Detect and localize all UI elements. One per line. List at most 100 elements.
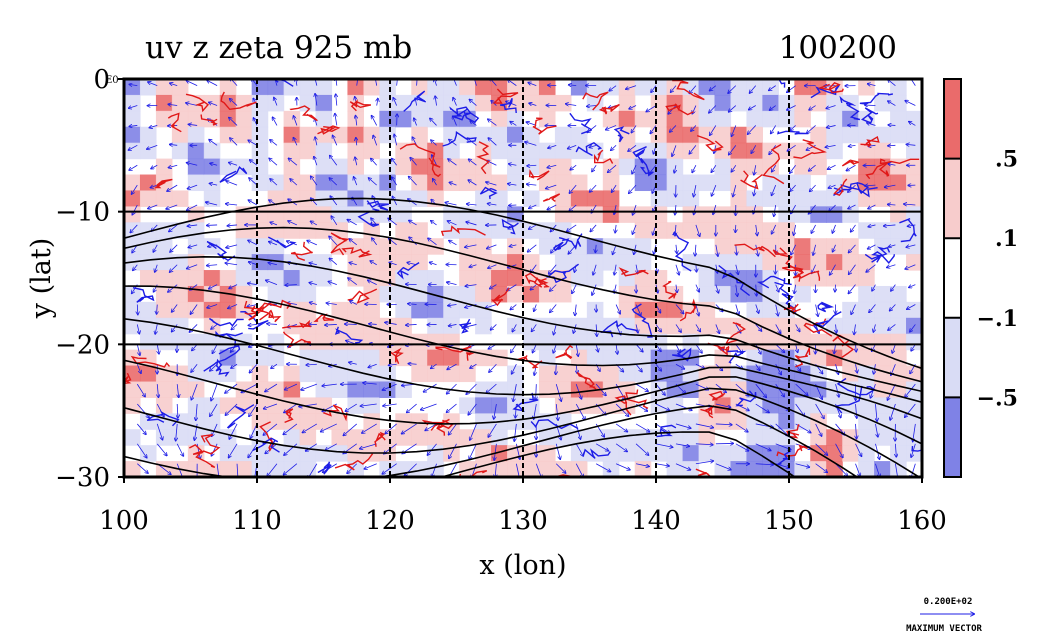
vorticity-cell bbox=[267, 461, 285, 477]
vorticity-cell bbox=[124, 477, 141, 494]
wind-vector bbox=[448, 423, 457, 435]
vorticity-cell bbox=[347, 79, 364, 96]
wind-vector bbox=[815, 463, 828, 473]
wind-vector bbox=[748, 125, 757, 134]
vorticity-cell bbox=[475, 445, 492, 462]
wind-vector bbox=[406, 324, 417, 325]
vorticity-cell bbox=[331, 206, 349, 223]
vorticity-cell bbox=[666, 190, 684, 207]
wind-vector bbox=[267, 324, 277, 325]
wind-vector bbox=[513, 384, 517, 401]
wind-vector bbox=[593, 264, 597, 275]
wind-vector bbox=[834, 344, 835, 353]
vorticity-cell bbox=[411, 333, 428, 351]
vorticity-cell bbox=[251, 349, 269, 367]
vorticity-cell bbox=[890, 461, 907, 477]
wind-vector bbox=[468, 403, 477, 415]
vorticity-cell bbox=[171, 94, 189, 112]
vorticity-cell bbox=[826, 429, 843, 446]
vorticity-cell bbox=[618, 238, 636, 255]
vorticity-contour bbox=[576, 371, 597, 390]
wind-vector bbox=[448, 159, 457, 166]
vorticity-cell bbox=[826, 477, 843, 494]
wind-vector bbox=[474, 79, 477, 86]
wind-vector bbox=[626, 85, 637, 89]
vorticity-cell bbox=[778, 110, 795, 128]
wind-vector bbox=[733, 185, 737, 196]
wind-vector bbox=[655, 423, 670, 434]
wind-vector bbox=[904, 204, 916, 205]
wind-vector bbox=[285, 383, 298, 390]
vorticity-cell bbox=[219, 126, 237, 144]
wind-vector bbox=[832, 224, 836, 233]
colorbar-segment bbox=[944, 397, 961, 477]
wind-vector bbox=[713, 204, 717, 214]
vorticity-cell bbox=[538, 461, 556, 477]
wind-vector bbox=[551, 244, 557, 253]
wind-vector bbox=[695, 423, 713, 428]
wind-vector bbox=[855, 443, 862, 456]
vorticity-cell bbox=[427, 333, 444, 351]
vorticity-cell bbox=[299, 126, 317, 144]
vorticity-cell bbox=[267, 206, 285, 223]
vorticity-cell bbox=[890, 206, 907, 223]
wind-vector bbox=[424, 383, 437, 392]
vorticity-cell bbox=[874, 94, 891, 112]
wind-vector bbox=[188, 124, 198, 125]
vorticity-cell bbox=[778, 333, 795, 351]
vorticity-cell bbox=[411, 365, 428, 383]
vorticity-cell bbox=[922, 206, 939, 223]
vorticity-cell bbox=[283, 381, 301, 398]
wind-vector bbox=[269, 158, 278, 166]
vorticity-cell bbox=[411, 270, 428, 287]
vorticity-cell bbox=[459, 79, 476, 96]
vorticity-cell bbox=[155, 79, 173, 96]
vorticity-contour bbox=[859, 92, 894, 105]
vorticity-contour bbox=[735, 390, 757, 407]
vorticity-cell bbox=[155, 285, 173, 303]
vorticity-contour bbox=[614, 395, 632, 416]
vorticity-cell bbox=[411, 238, 428, 255]
vorticity-contour bbox=[290, 241, 313, 261]
vorticity-cell bbox=[203, 397, 221, 414]
vorticity-contour bbox=[545, 263, 580, 284]
vorticity-cell bbox=[538, 429, 556, 446]
wind-vector bbox=[675, 204, 676, 215]
vorticity-cell bbox=[203, 365, 221, 383]
vorticity-cell bbox=[586, 79, 604, 96]
wind-vector bbox=[755, 403, 769, 413]
vorticity-cell bbox=[347, 429, 364, 446]
vorticity-cell bbox=[698, 317, 716, 335]
vorticity-cell bbox=[283, 365, 301, 383]
vorticity-cell bbox=[395, 317, 412, 335]
wind-vector bbox=[229, 118, 238, 126]
vorticity-cell bbox=[602, 79, 620, 96]
vorticity-contour bbox=[556, 474, 572, 477]
vorticity-cell bbox=[491, 349, 508, 367]
vorticity-cell bbox=[858, 301, 875, 319]
wind-vector bbox=[209, 140, 218, 146]
wind-vector bbox=[306, 364, 317, 365]
vorticity-contour bbox=[252, 437, 280, 453]
vorticity-cell bbox=[267, 254, 285, 271]
vorticity-cell bbox=[459, 365, 476, 383]
wind-vector bbox=[675, 463, 690, 470]
vorticity-contour bbox=[449, 106, 471, 121]
wind-vector bbox=[349, 362, 357, 364]
wind-vector bbox=[815, 403, 824, 418]
vorticity-cell bbox=[698, 301, 716, 319]
wind-vector bbox=[715, 284, 719, 293]
wind-vector bbox=[905, 101, 916, 106]
vorticity-cell bbox=[491, 254, 508, 271]
vorticity-cell bbox=[794, 397, 811, 414]
wind-vector bbox=[371, 159, 377, 166]
vorticity-cell bbox=[459, 477, 476, 494]
vorticity-cell bbox=[698, 222, 716, 239]
wind-vector bbox=[592, 284, 597, 295]
vorticity-cell bbox=[427, 79, 444, 96]
wind-vector bbox=[795, 463, 810, 467]
wind-vector bbox=[695, 444, 713, 445]
vorticity-cell bbox=[874, 238, 891, 255]
wind-vector bbox=[287, 241, 298, 246]
wind-vector bbox=[136, 403, 149, 418]
